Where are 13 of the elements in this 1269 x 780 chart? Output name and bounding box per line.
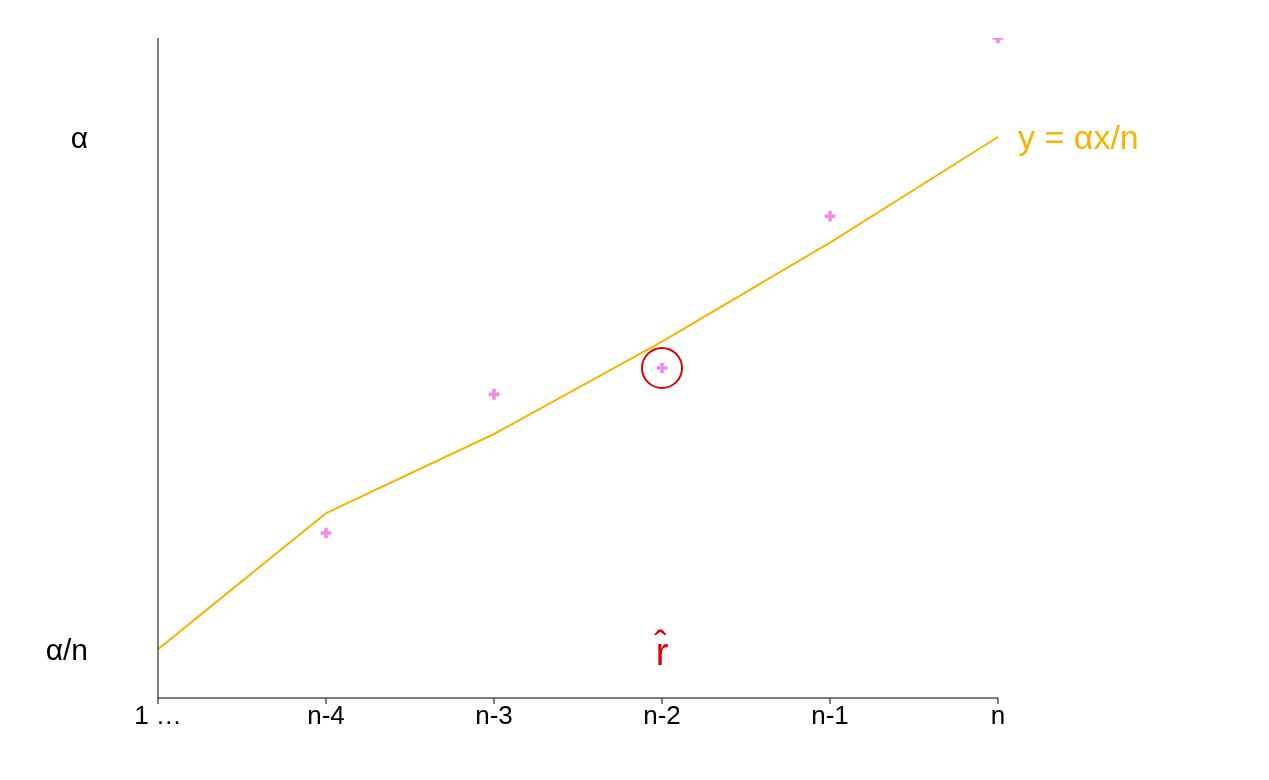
x-tick-label: n bbox=[990, 700, 1006, 731]
text: α/n bbox=[45, 632, 88, 666]
x-tick-label: n-3 bbox=[475, 700, 513, 731]
annotation: y = αx/n bbox=[1018, 118, 1139, 157]
x-tick-label: n-2 bbox=[643, 700, 681, 731]
point bbox=[488, 389, 500, 400]
point bbox=[320, 527, 332, 539]
annotation: r̂ bbox=[653, 629, 669, 674]
x-tick-label: 1 … bbox=[134, 700, 182, 731]
point bbox=[824, 210, 836, 222]
x-tick-label: n-1 bbox=[811, 700, 849, 731]
x-tick-label: n-4 bbox=[307, 700, 345, 731]
text: α bbox=[70, 120, 88, 154]
